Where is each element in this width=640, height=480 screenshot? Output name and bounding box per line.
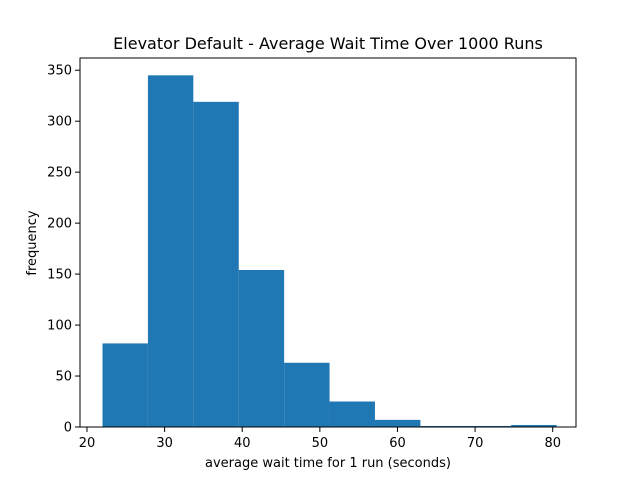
- plot-frame: [79, 57, 577, 428]
- x-axis-label: average wait time for 1 run (seconds): [205, 456, 451, 471]
- chart-title: Elevator Default - Average Wait Time Ove…: [113, 34, 543, 53]
- y-tick-label: 200: [47, 217, 72, 232]
- histogram-bar-9: [511, 424, 557, 427]
- x-tick-label: 50: [312, 436, 329, 451]
- y-tick-label: 50: [55, 370, 72, 385]
- histogram-bar-7: [420, 425, 466, 427]
- histogram-bar-4: [284, 362, 330, 427]
- histogram-bar-6: [374, 419, 421, 427]
- x-tick-label: 30: [156, 436, 173, 451]
- x-tick-label: 60: [389, 436, 406, 451]
- y-axis-label: frequency: [25, 210, 40, 276]
- y-tick-label: 300: [47, 115, 72, 130]
- y-tick-label: 0: [64, 421, 72, 436]
- y-tick-label: 350: [47, 64, 72, 79]
- histogram-bar-8: [465, 425, 512, 427]
- x-tick-label: 40: [234, 436, 251, 451]
- x-tick-label: 70: [467, 436, 484, 451]
- x-axis-ticks: 20 30 40 50 60 70 80: [79, 427, 561, 451]
- histogram-bars: [102, 75, 557, 428]
- histogram-bar-1: [147, 75, 194, 427]
- y-tick-label: 250: [47, 166, 72, 181]
- x-tick-label: 20: [79, 436, 96, 451]
- y-tick-label: 150: [47, 268, 72, 283]
- y-axis-ticks: 0 50 100 150 200 250 300 350: [47, 64, 80, 436]
- histogram-bar-2: [193, 101, 239, 428]
- histogram-bar-5: [329, 401, 375, 427]
- histogram-bar-3: [238, 270, 285, 427]
- y-tick-label: 100: [47, 319, 72, 334]
- x-tick-label: 80: [544, 436, 561, 451]
- histogram-bar-0: [102, 343, 148, 427]
